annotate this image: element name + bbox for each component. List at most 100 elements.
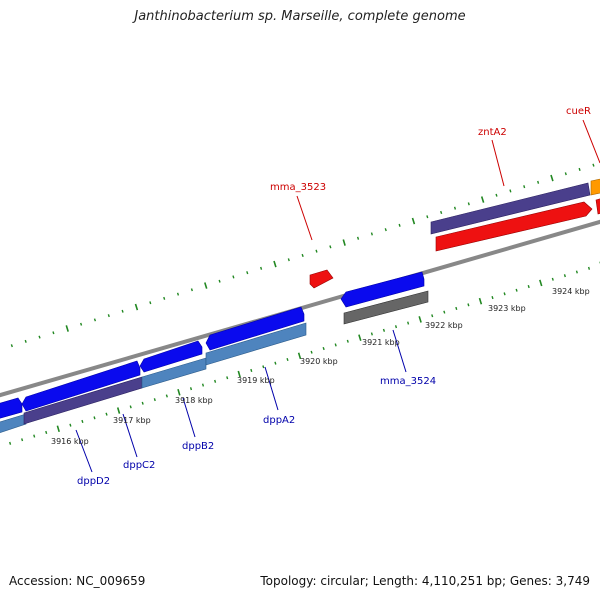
ruler-tick [260,266,263,270]
inner-tick-ring [9,261,600,445]
gene-label-dppB2[interactable]: dppB2 [182,441,214,452]
feature-forward-cds[interactable] [340,271,425,308]
genome-summary-text: Topology: circular; Length: 4,110,251 bp… [260,574,590,588]
ruler-tick [407,321,410,325]
ruler-tick [45,430,48,434]
leader-cueR [582,119,600,164]
ruler-tick [431,314,434,318]
feature-reverse-cds[interactable] [0,413,27,436]
ruler-tick [575,270,578,274]
ruler-tick [226,376,229,380]
map-title: Janthinobacterium sp. Marseille, complet… [134,9,466,24]
gene-label-zntA2[interactable]: zntA2 [478,127,507,138]
ruler-tick [116,407,121,414]
feature-forward-cds[interactable] [139,340,203,373]
feature-forward-cds[interactable] [205,306,305,351]
ruler-tick [190,288,193,292]
ruler-tick [287,258,290,262]
ruler-tick [262,365,265,369]
ruler-tick [81,419,84,423]
ruler-tick [56,425,60,433]
leader-dppB2 [182,397,196,438]
ruler-tick [286,357,289,362]
ruler-tick [342,239,346,246]
ruler-tick [21,438,24,442]
feature-forward-rna[interactable] [435,201,593,252]
ruler-tick [93,318,97,322]
ruler-tick [443,310,446,314]
ruler-tick [523,185,526,189]
ruler-tick [440,210,443,215]
ruler-tick [218,279,221,283]
feature-reverse-cds[interactable] [205,322,307,366]
ruler-tick [539,279,543,287]
ruler-tick [503,292,506,296]
ruler-tick [358,334,362,341]
ruler-tick [163,296,166,300]
ruler-tick [65,325,69,332]
kbp-label: 3924 kbp [552,287,590,296]
ruler-tick [592,163,595,167]
ruler-tick [165,394,168,398]
ruler-tick [411,217,416,225]
ruler-tick [537,180,540,184]
ruler-tick [121,309,124,313]
ruler-tick [10,344,13,348]
ruler-tick [274,361,277,365]
ruler-tick [38,335,41,339]
gene-label-dppA2[interactable]: dppA2 [263,415,295,426]
feature-reverse-cds[interactable] [343,290,429,325]
feature-forward-cds[interactable] [0,397,23,421]
leader-dppC2 [122,413,138,458]
kbp-label: 3919 kbp [237,376,275,385]
ruler-tick [346,339,349,343]
ruler-tick [578,167,581,171]
ruler-tick [418,316,422,323]
ruler-tick [495,193,498,197]
kbp-label: 3922 kbp [425,321,463,330]
feature-forward-rna[interactable] [595,196,600,215]
gene-label-dppD2[interactable]: dppD2 [77,476,110,487]
feature-forward-rna[interactable] [309,269,334,289]
leader-mma_3523 [296,195,313,241]
ruler-tick [246,271,249,275]
ruler-tick [189,387,193,391]
kbp-label: 3921 kbp [362,338,400,347]
ruler-tick [153,398,156,402]
gene-labels: mma_3523 zntA2 cueR dppD2 dppC2 dppB2 dp… [77,106,591,487]
leader-mma_3524 [392,329,407,373]
feature-reverse-cds[interactable] [430,182,591,235]
outer-tick-ring [10,163,595,348]
ruler-tick [201,383,205,387]
feature-reverse-cds[interactable] [141,357,207,389]
feature-forward-other[interactable] [590,177,600,196]
gene-label-mma_3524[interactable]: mma_3524 [380,376,436,387]
ruler-tick [297,352,302,360]
ruler-tick [478,297,483,305]
ruler-tick [107,314,110,318]
ruler-tick [370,332,373,336]
kbp-label: 3923 kbp [488,304,526,313]
gene-label-cueR[interactable]: cueR [566,106,591,117]
kbp-labels: 3916 kbp 3917 kbp 3918 kbp 3919 kbp 3920… [51,287,590,446]
leader-dppD2 [75,429,93,473]
ruler-tick [176,292,180,296]
reverse-strand-features [0,177,600,436]
ruler-tick [69,423,72,427]
ruler-tick [453,206,457,210]
ruler-tick [315,249,318,253]
ruler-tick [550,174,554,182]
ruler-tick [329,245,332,249]
ruler-tick [33,434,36,438]
gene-label-mma_3523[interactable]: mma_3523 [270,182,326,193]
ruler-tick [93,416,96,420]
ruler-tick [134,303,139,311]
ruler-tick [141,401,144,405]
ruler-tick [105,412,108,416]
gene-label-dppC2[interactable]: dppC2 [123,460,155,471]
feature-forward-cds[interactable] [21,360,141,412]
ruler-tick [515,288,518,292]
ruler-tick [509,189,512,193]
ruler-tick [467,202,470,206]
ruler-tick [322,346,325,351]
